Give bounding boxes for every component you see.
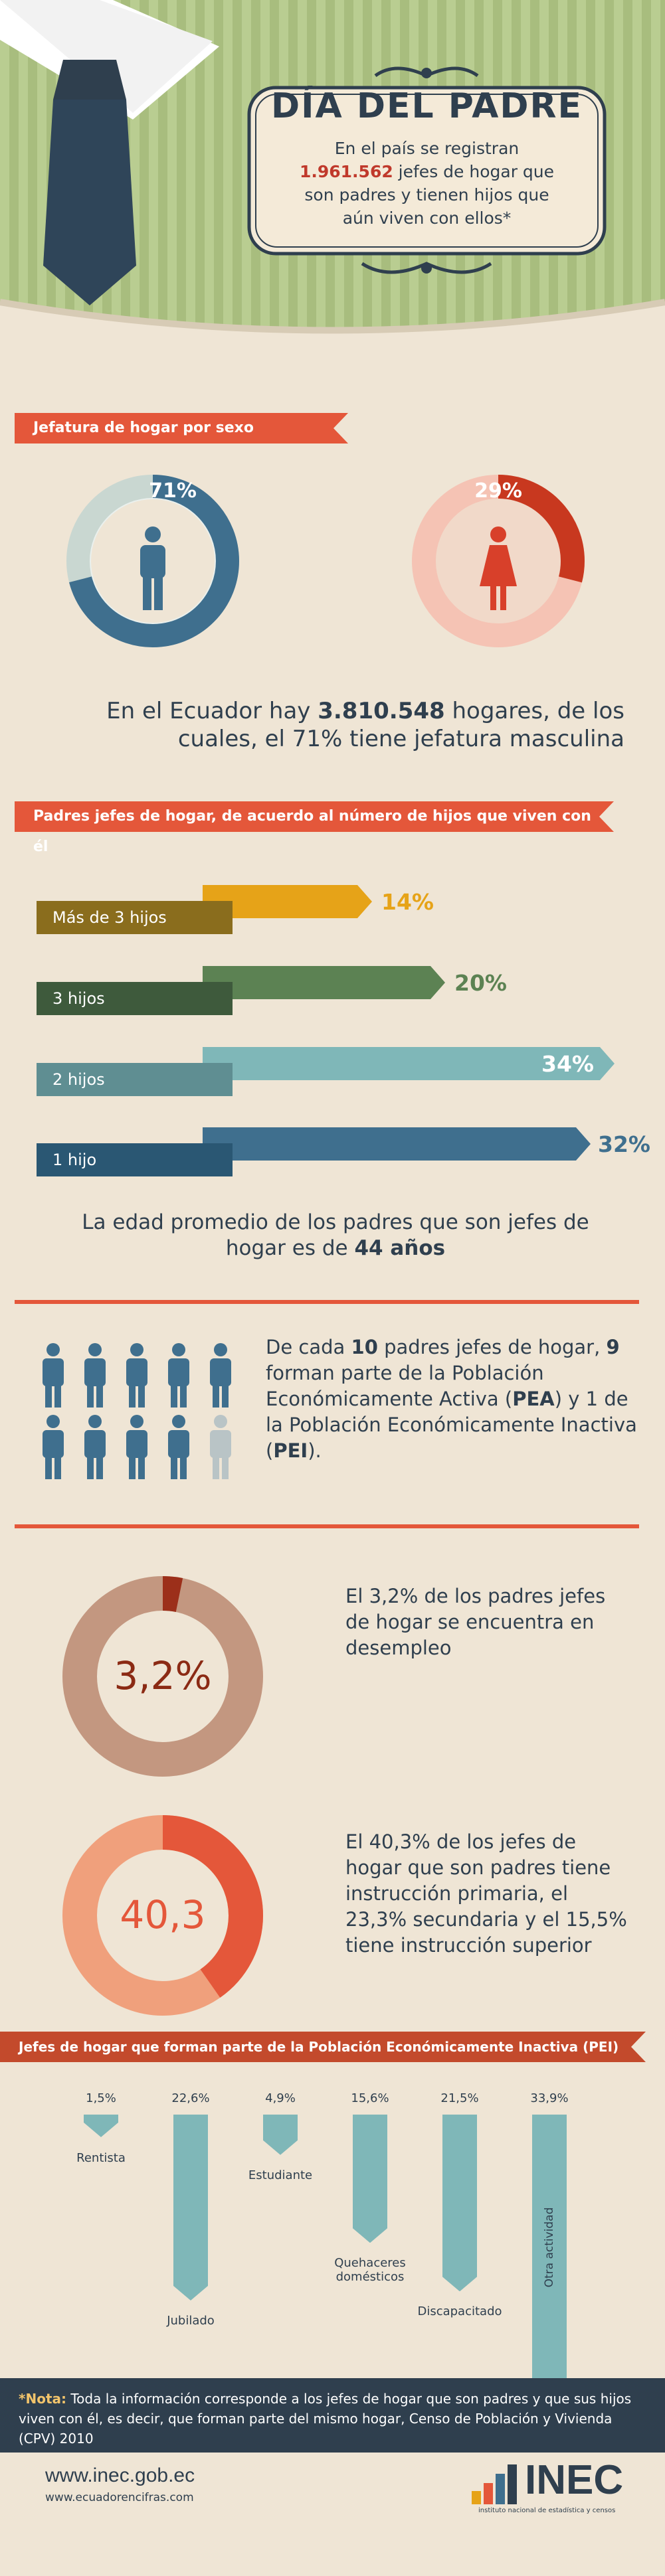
pei-label: Jubilado <box>167 2314 215 2328</box>
woman-icon <box>480 526 517 610</box>
education-text: El 40,3% de los jefes de hogar que son p… <box>345 1830 627 1957</box>
age-value: 44 años <box>354 1236 446 1260</box>
pei-bar <box>263 2115 298 2155</box>
education-value: 40,3 <box>120 1892 206 1937</box>
header-subtitle: En el país se registran 1.961.562 jefes … <box>299 139 555 228</box>
pei-label: Quehaceres domésticos <box>334 2256 406 2285</box>
person-icon <box>84 1415 106 1479</box>
person-icon <box>126 1415 147 1479</box>
ribbon-hijos: Padres jefes de hogar, de acuerdo al núm… <box>15 801 614 855</box>
pei-label: Otra actividad <box>543 2207 556 2288</box>
person-icon <box>168 1415 189 1479</box>
pei-percent: 21,5% <box>440 2091 479 2105</box>
education-donut <box>62 1815 263 2016</box>
pei-label: Discapacitado <box>417 2304 502 2319</box>
pei-percent: 33,9% <box>530 2091 569 2105</box>
page-title: DÍA DEL PADRE <box>270 86 583 126</box>
bar-label: 2 hijos <box>37 1063 233 1096</box>
age-text: La edad promedio de los padres que son j… <box>82 1210 589 1260</box>
secondary-website-link[interactable]: www.ecuadorencifras.com <box>45 2491 194 2504</box>
pei-percent: 1,5% <box>86 2091 116 2105</box>
pei-bar <box>353 2115 387 2243</box>
fathers-count: 1.961.562 <box>299 162 393 181</box>
bar-percent: 14% <box>381 889 434 915</box>
person-icon <box>43 1415 64 1479</box>
person-icon <box>168 1343 189 1408</box>
unemployment-value: 3,2% <box>114 1653 212 1698</box>
female-percent: 29% <box>474 479 522 503</box>
ribbon-pei: Jefes de hogar que forman parte de la Po… <box>0 2032 646 2062</box>
bar-label: Más de 3 hijos <box>37 901 233 934</box>
man-icon <box>140 526 165 610</box>
male-percent: 71% <box>149 479 197 503</box>
people-pictogram <box>43 1343 231 1479</box>
ribbon-jefatura-sexo: Jefatura de hogar por sexo <box>15 413 348 443</box>
bar-percent: 34% <box>541 1051 594 1077</box>
households-text: En el Ecuador hay 3.810.548 hogares, de … <box>106 698 624 752</box>
female-donut <box>412 475 585 647</box>
separator <box>15 1524 639 1528</box>
bar-value <box>203 1047 615 1080</box>
person-icon <box>210 1343 231 1408</box>
person-icon <box>210 1415 231 1479</box>
bar-label: 1 hijo <box>37 1143 233 1176</box>
tie-icon <box>43 60 136 305</box>
bar-percent: 32% <box>598 1131 650 1157</box>
inec-logo-subtitle: instituto nacional de estadística y cens… <box>478 2507 616 2514</box>
person-icon <box>84 1343 106 1408</box>
person-icon <box>43 1343 64 1408</box>
bar-value <box>203 966 445 999</box>
bar-percent: 20% <box>454 970 507 996</box>
bar-value <box>203 1127 591 1161</box>
pei-bar <box>442 2115 477 2291</box>
pea-text: De cada 10 padres jefes de hogar, 9 form… <box>266 1336 637 1462</box>
male-donut <box>66 475 239 647</box>
bar-label: 3 hijos <box>37 982 233 1015</box>
pei-bar <box>532 2115 567 2393</box>
unemployment-text: El 3,2% de los padres jefes de hogar se … <box>345 1585 606 1659</box>
person-icon <box>126 1343 147 1408</box>
unemployment-donut <box>62 1576 263 1777</box>
pei-bar <box>84 2115 118 2137</box>
footer-note: *Nota: Toda la información corresponde a… <box>0 2378 665 2453</box>
website-link[interactable]: www.inec.gob.ec <box>45 2464 195 2486</box>
pei-percent: 15,6% <box>351 2091 389 2105</box>
pei-label: Rentista <box>76 2151 126 2165</box>
separator <box>15 1300 639 1304</box>
title-frame <box>247 66 607 274</box>
header: DÍA DEL PADRE En el país se registran 1.… <box>0 0 665 359</box>
pei-bar <box>173 2115 208 2300</box>
pei-label: Estudiante <box>248 2168 313 2182</box>
pei-percent: 4,9% <box>265 2091 296 2105</box>
inec-logo-text: INEC <box>525 2457 624 2503</box>
inec-logo-bars-icon <box>472 2464 517 2504</box>
pei-percent: 22,6% <box>171 2091 210 2105</box>
